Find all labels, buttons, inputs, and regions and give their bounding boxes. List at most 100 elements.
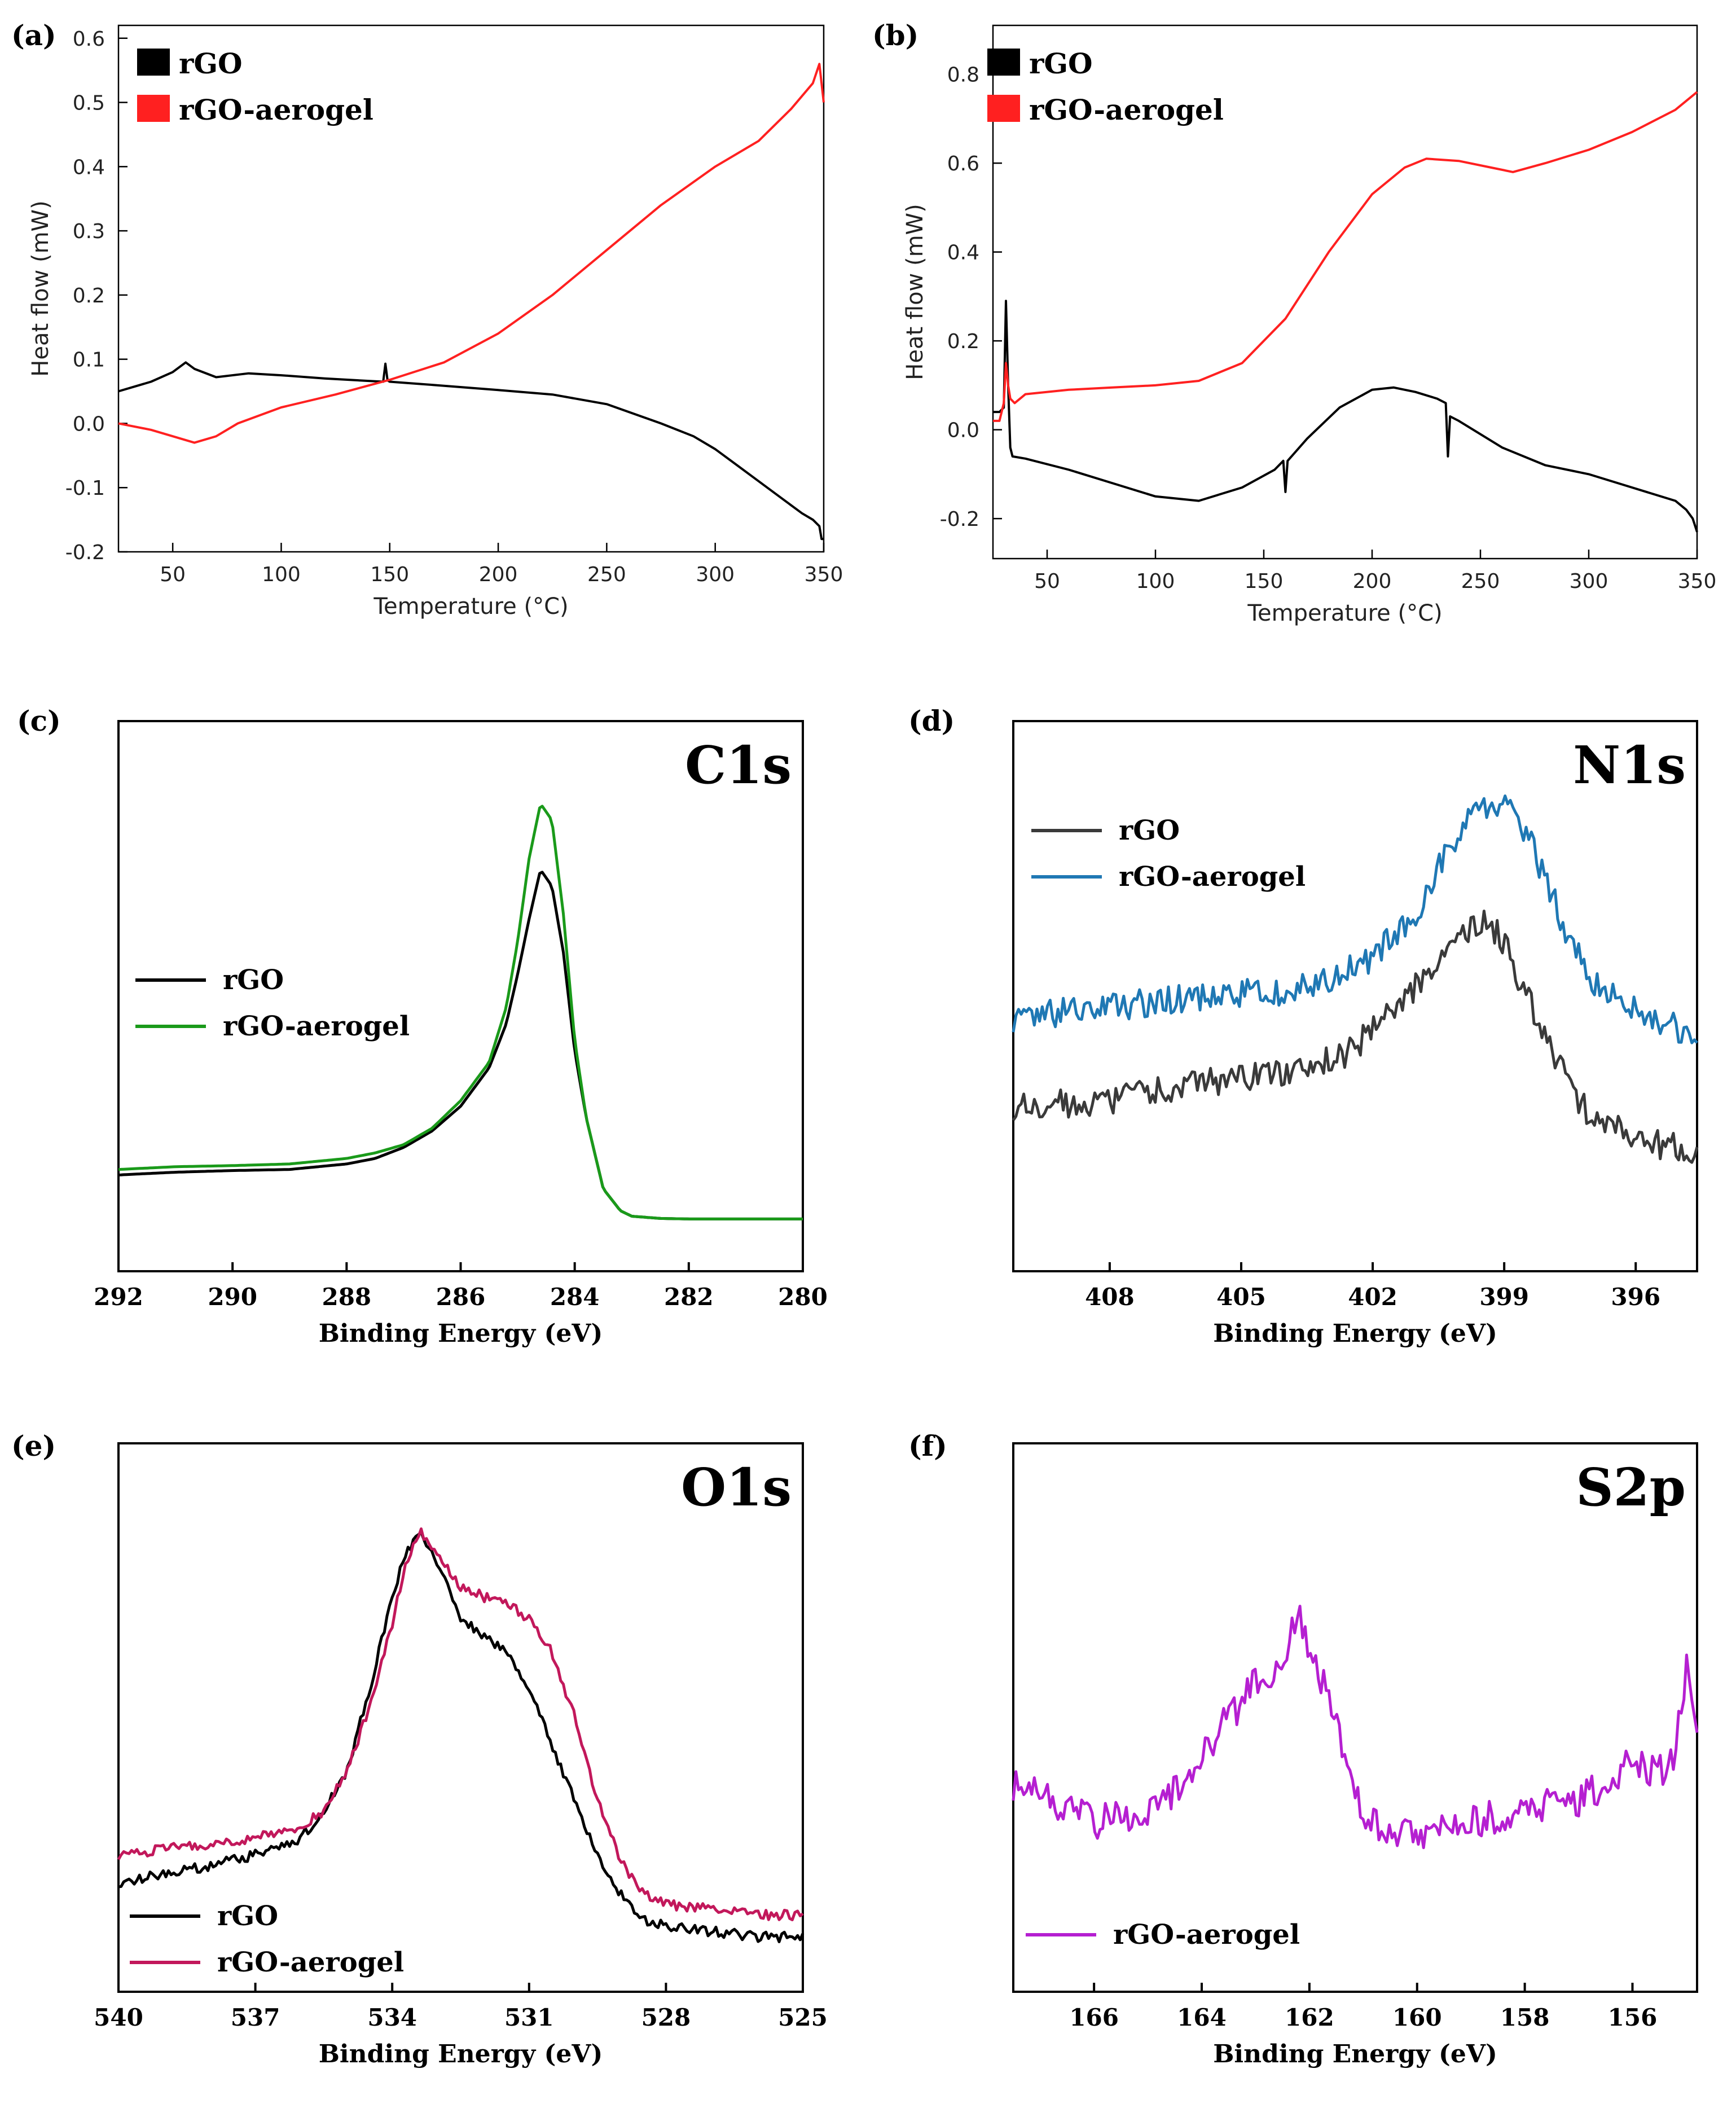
x-tick-label: 250: [587, 563, 626, 586]
x-tick-label: 399: [1479, 1283, 1529, 1311]
series-line: [1012, 910, 1699, 1164]
legend-label: rGO: [223, 964, 284, 996]
x-tick-label: 402: [1348, 1283, 1397, 1311]
spectrum-title: N1s: [1573, 735, 1686, 796]
x-tick-label: 528: [641, 2004, 691, 2031]
y-tick-label: 0.3: [73, 220, 105, 243]
legend-label: rGO: [217, 1900, 278, 1932]
panel-label: (b): [872, 19, 918, 52]
legend-label: rGO-aerogel: [179, 93, 373, 126]
series-line: [1012, 794, 1698, 1044]
x-tick-label: 288: [322, 1283, 371, 1311]
x-tick-label: 50: [1034, 570, 1060, 593]
legend-label: rGO: [179, 47, 243, 80]
legend-label: rGO: [1029, 47, 1093, 80]
panel-d: (d) 408 405 402 399 396 Binding Energy (eV) N1s…: [908, 704, 1699, 1348]
panel-label: (e): [11, 1429, 56, 1463]
legend-label: rGO-aerogel: [1119, 861, 1306, 893]
plot-frame: [117, 24, 825, 553]
plot-frame: [1012, 1442, 1698, 1993]
plot-frame: [992, 24, 1698, 560]
x-tick-label: 396: [1611, 1283, 1660, 1311]
x-tick-label: 164: [1177, 2004, 1227, 2031]
x-tick-label: 531: [504, 2004, 554, 2031]
x-axis-label: Temperature (°C): [373, 594, 568, 620]
y-tick-label: -0.2: [65, 541, 105, 564]
y-tick-label: 0.4: [947, 241, 979, 265]
series-line: [118, 1531, 805, 1943]
plot-frame: [1012, 720, 1698, 1272]
x-tick-label: 284: [550, 1283, 600, 1311]
x-tick-label: 200: [479, 563, 518, 586]
panel-c: (c) 292 290 288 286 284 282 280 Binding Energy (…: [17, 704, 828, 1348]
x-tick-label: 200: [1353, 570, 1392, 593]
legend-swatch: [987, 49, 1020, 76]
legend-label: rGO-aerogel: [1113, 1919, 1300, 1951]
x-tick-label: 350: [1678, 570, 1717, 593]
spectrum-title: O1s: [681, 1457, 792, 1518]
y-tick-label: 0.1: [73, 349, 105, 372]
x-tick-label: 534: [367, 2004, 417, 2031]
y-tick-label: 0.6: [73, 28, 105, 51]
y-tick-label: 0.6: [947, 152, 979, 175]
x-tick-label: 286: [436, 1283, 486, 1311]
series-line: [118, 361, 824, 541]
x-axis-label: Binding Energy (eV): [319, 1319, 603, 1348]
y-tick-label: 0.2: [947, 330, 979, 353]
panel-label: (f): [908, 1429, 947, 1463]
x-tick-label: 350: [805, 563, 843, 586]
x-tick-label: 156: [1608, 2004, 1658, 2031]
panel-e: (e) 540 537 534 531 528 525 Binding Energy (eV)…: [11, 1429, 828, 2069]
spectrum-title: S2p: [1576, 1457, 1686, 1518]
x-axis-label: Binding Energy (eV): [1213, 1319, 1497, 1348]
y-tick-label: 0.8: [947, 64, 979, 87]
x-tick-label: 408: [1085, 1283, 1135, 1311]
x-tick-label: 100: [1136, 570, 1175, 593]
x-tick-label: 300: [1570, 570, 1608, 593]
x-tick-label: 150: [370, 563, 409, 586]
panel-label: (d): [908, 704, 955, 737]
y-tick-label: 0.4: [73, 156, 105, 179]
legend-label: rGO-aerogel: [1029, 93, 1224, 126]
x-axis-label: Temperature (°C): [1247, 600, 1442, 626]
legend-label: rGO-aerogel: [217, 1947, 404, 1978]
legend-swatch: [137, 95, 170, 122]
x-tick-label: 166: [1069, 2004, 1119, 2031]
legend-swatch: [987, 95, 1020, 122]
legend-swatch: [137, 49, 170, 76]
y-tick-label: -0.1: [65, 477, 105, 500]
panel-label: (a): [11, 19, 56, 52]
x-tick-label: 160: [1392, 2004, 1442, 2031]
y-tick-label: 0.2: [73, 284, 105, 308]
x-tick-label: 50: [160, 563, 186, 586]
legend-label: rGO-aerogel: [223, 1011, 410, 1042]
plot-frame: [117, 1442, 804, 1993]
x-tick-label: 280: [778, 1283, 828, 1311]
legend-label: rGO: [1119, 815, 1180, 846]
series-line: [993, 91, 1698, 422]
x-tick-label: 300: [696, 563, 735, 586]
x-tick-label: 158: [1500, 2004, 1550, 2031]
panel-a: (a) 50 100 150 200 250 300 350 Temperature (°C) -…: [11, 19, 843, 620]
y-axis-label: Heat flow (mW): [28, 200, 54, 376]
x-tick-label: 290: [208, 1283, 257, 1311]
x-tick-label: 100: [262, 563, 301, 586]
x-tick-label: 250: [1461, 570, 1500, 593]
y-tick-label: 0.5: [73, 92, 105, 115]
x-tick-label: 150: [1245, 570, 1284, 593]
x-tick-label: 282: [664, 1283, 714, 1311]
x-tick-label: 292: [94, 1283, 143, 1311]
panel-label: (c): [17, 704, 61, 737]
plot-frame: [117, 720, 804, 1272]
x-tick-label: 162: [1285, 2004, 1334, 2031]
y-tick-label: -0.2: [940, 508, 979, 531]
panel-f: (f) 166 164 162 160 158 156 Binding Energy (eV)…: [908, 1429, 1699, 2069]
y-axis-label: Heat flow (mW): [902, 204, 928, 380]
x-tick-label: 540: [94, 2004, 143, 2031]
spectrum-title: C1s: [685, 735, 792, 796]
x-tick-label: 525: [778, 2004, 828, 2031]
series-line: [117, 1527, 804, 1921]
series-line: [118, 63, 825, 444]
y-tick-label: 0.0: [73, 412, 105, 436]
